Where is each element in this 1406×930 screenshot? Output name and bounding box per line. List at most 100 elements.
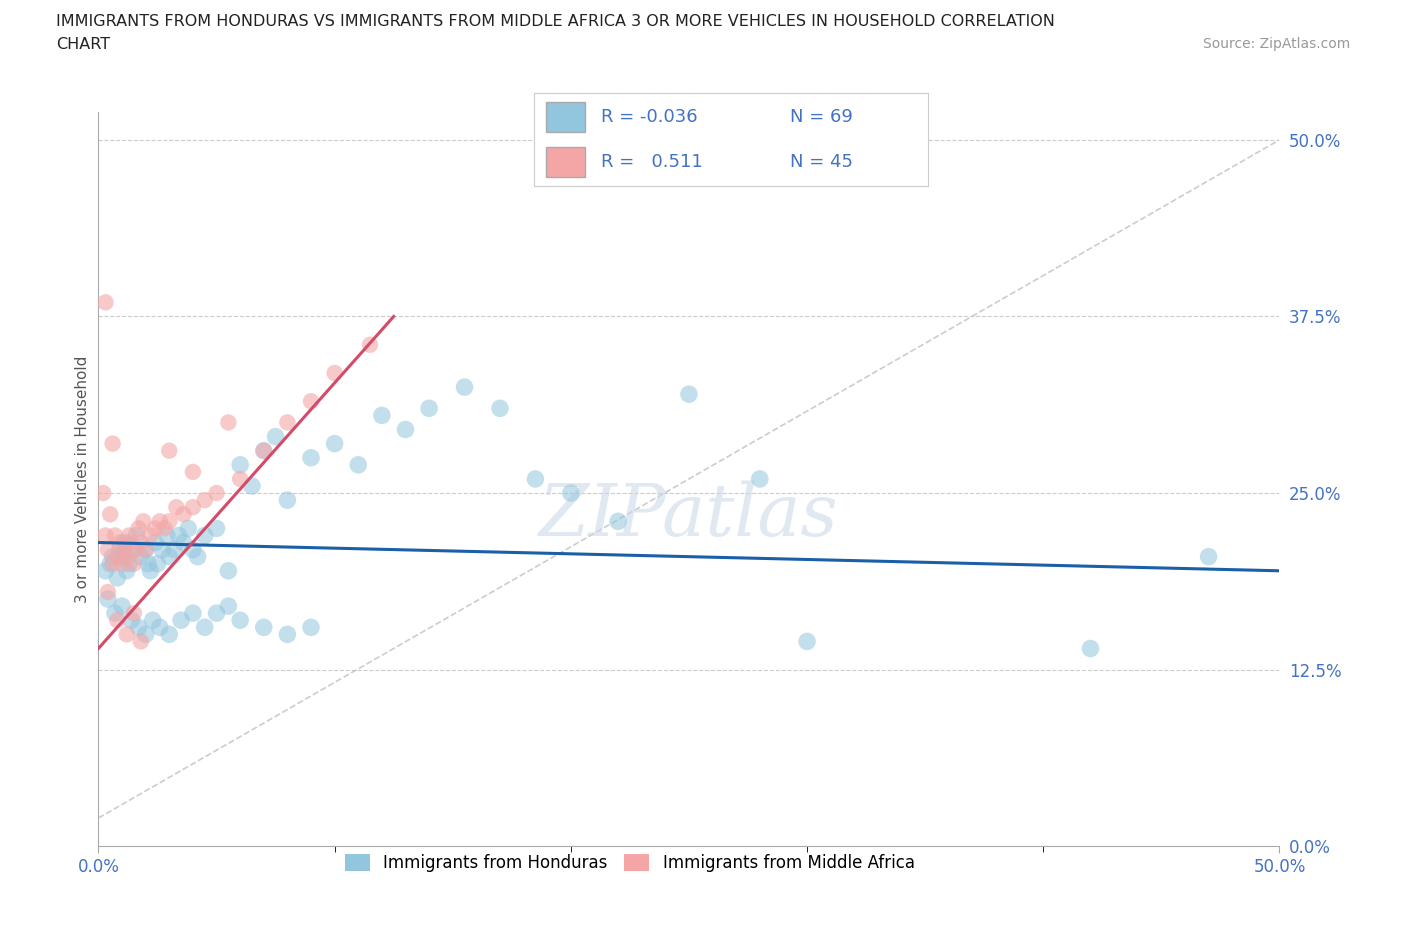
Text: CHART: CHART (56, 37, 110, 52)
Text: R = -0.036: R = -0.036 (602, 108, 697, 126)
Point (115, 550, 138, 565)
Point (139, 564, 162, 578)
Point (129, 535, 152, 550)
Point (115, 627, 138, 642)
Y-axis label: 3 or more Vehicles in Household: 3 or more Vehicles in Household (75, 355, 90, 603)
Point (105, 550, 128, 565)
Point (1080, 641, 1102, 656)
Point (122, 605, 145, 620)
Point (108, 535, 131, 550)
Point (105, 570, 128, 585)
Point (163, 542, 186, 557)
Point (150, 542, 173, 557)
Point (253, 444, 276, 458)
Point (101, 550, 124, 565)
Point (170, 613, 193, 628)
Point (94, 295, 117, 310)
Text: R =   0.511: R = 0.511 (602, 153, 703, 171)
Point (167, 528, 190, 543)
Point (156, 528, 179, 543)
Point (121, 613, 143, 628)
Point (136, 556, 159, 571)
Point (105, 613, 128, 628)
Point (94, 528, 117, 543)
Point (560, 485, 582, 500)
Point (122, 556, 145, 571)
Point (217, 415, 239, 430)
Point (359, 338, 381, 352)
Point (524, 472, 547, 486)
Point (229, 613, 252, 628)
Point (97, 585, 120, 600)
Point (276, 627, 298, 642)
Point (678, 387, 700, 402)
Text: ZIPatlas: ZIPatlas (538, 481, 839, 551)
Point (91, 485, 114, 500)
Point (323, 365, 346, 380)
Point (128, 521, 150, 536)
Point (139, 528, 162, 543)
Point (129, 634, 152, 649)
Point (153, 521, 176, 536)
Point (276, 493, 298, 508)
Point (229, 458, 252, 472)
Point (418, 401, 440, 416)
Point (129, 550, 152, 565)
Point (1198, 550, 1220, 565)
Point (149, 620, 172, 635)
Point (205, 485, 228, 500)
Point (143, 535, 166, 550)
Point (157, 550, 180, 565)
Point (347, 458, 370, 472)
Point (104, 528, 127, 543)
Point (135, 627, 157, 642)
Point (177, 521, 200, 536)
Point (111, 556, 134, 571)
Text: IMMIGRANTS FROM HONDURAS VS IMMIGRANTS FROM MIDDLE AFRICA 3 OR MORE VEHICLES IN : IMMIGRANTS FROM HONDURAS VS IMMIGRANTS F… (56, 14, 1054, 29)
Point (187, 550, 209, 565)
Point (112, 542, 135, 557)
Point (299, 450, 322, 465)
Point (101, 556, 124, 571)
Point (205, 521, 228, 536)
Point (264, 429, 287, 444)
Point (172, 507, 194, 522)
Point (104, 605, 127, 620)
FancyBboxPatch shape (546, 147, 585, 177)
Text: Source: ZipAtlas.com: Source: ZipAtlas.com (1202, 37, 1350, 51)
Legend: Immigrants from Honduras, Immigrants from Middle Africa: Immigrants from Honduras, Immigrants fro… (339, 847, 921, 878)
Point (194, 528, 217, 543)
Point (108, 542, 131, 557)
Point (97, 542, 120, 557)
Point (157, 514, 180, 529)
Point (172, 535, 194, 550)
Text: N = 45: N = 45 (790, 153, 853, 171)
Point (181, 464, 204, 479)
Point (94, 564, 117, 578)
Point (128, 620, 150, 635)
Point (194, 493, 217, 508)
Point (299, 620, 322, 635)
Point (135, 542, 157, 557)
Point (98, 556, 121, 571)
Point (607, 514, 630, 529)
Point (111, 599, 134, 614)
Point (371, 408, 394, 423)
Point (181, 542, 204, 557)
Point (165, 499, 187, 514)
Point (157, 627, 180, 642)
Point (157, 444, 180, 458)
Point (143, 521, 166, 536)
Point (125, 542, 148, 557)
Point (299, 393, 322, 408)
Point (394, 422, 416, 437)
Point (122, 542, 145, 557)
Point (796, 634, 818, 649)
Point (132, 514, 155, 529)
Point (125, 528, 148, 543)
Point (194, 620, 217, 635)
Point (115, 564, 138, 578)
Point (489, 401, 512, 416)
Point (98, 507, 121, 522)
Point (112, 535, 135, 550)
